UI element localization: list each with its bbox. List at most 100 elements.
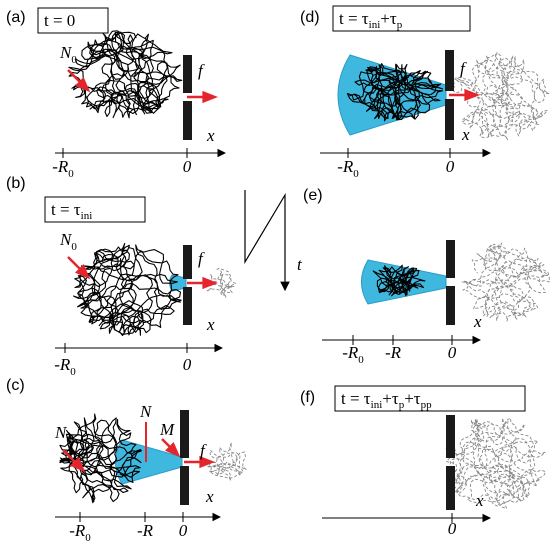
text-part: -R (54, 355, 71, 374)
text-part: 0 (183, 355, 192, 374)
panel-label: (b) (6, 175, 26, 192)
translocated-label: M (159, 420, 175, 439)
tick-label: -R (385, 343, 402, 362)
pore-wall (180, 410, 189, 458)
tick-label: 0 (448, 519, 457, 538)
red-arrow-head (70, 457, 86, 473)
text-part: t = τ (339, 9, 369, 28)
text-part: x (475, 491, 484, 510)
panel-label: (e) (303, 187, 323, 204)
text-part: pp (421, 399, 433, 411)
text-part: p (399, 399, 405, 411)
text-part: 0 (70, 366, 76, 378)
time-label: t = τini (51, 200, 92, 222)
axis-label: x (473, 312, 482, 331)
text-part: (b) (6, 175, 26, 192)
text-part: x (206, 315, 215, 334)
tick-label: -R0 (54, 355, 76, 378)
text-part: -R (52, 157, 69, 176)
text-part: N (59, 43, 73, 62)
pore-wall (180, 466, 189, 505)
time-box (44, 196, 146, 223)
tick-label: 0 (183, 157, 192, 176)
red-arrow-head (199, 455, 215, 469)
pore-wall (183, 245, 192, 279)
tick-label: -R0 (69, 521, 91, 544)
pore-wall (446, 415, 455, 458)
text-part: x (473, 312, 482, 331)
tick-label: 0 (179, 521, 188, 540)
panel-label: (d) (300, 9, 320, 26)
text-part: 0 (358, 354, 364, 366)
force-label: f (460, 59, 467, 78)
text-part: x (205, 487, 214, 506)
red-arrow-head (202, 276, 218, 290)
pore-wall (446, 240, 455, 278)
text-part: ini (81, 210, 93, 222)
pore-wall (446, 286, 455, 325)
red-arrow-head (75, 264, 91, 280)
time-box (334, 385, 526, 412)
tick-label: 0 (183, 355, 192, 374)
text-part: t = 0 (44, 11, 75, 30)
chain-label: N0 (54, 423, 72, 446)
text-part: f (198, 61, 205, 80)
text-part: +τ (380, 9, 397, 28)
translocated-chain (206, 442, 247, 482)
text-part: N (139, 402, 153, 421)
time-arrow-label: t (297, 255, 303, 274)
chain (59, 413, 142, 504)
panel-label: (c) (6, 377, 25, 394)
red-arrow-head (75, 77, 91, 93)
panel-label: (f) (300, 389, 315, 406)
chain (372, 264, 426, 297)
axis-label: x (206, 315, 215, 334)
text-part: -R (342, 343, 359, 362)
text-part: (a) (6, 9, 26, 26)
chain (68, 30, 183, 119)
text-part: p (397, 19, 403, 31)
tick-label: 0 (446, 157, 455, 176)
pore-wall (183, 101, 192, 140)
time-box (37, 7, 109, 34)
tension-front-label: N (139, 402, 153, 421)
translocated-chain (461, 242, 550, 322)
text-part: 0 (183, 157, 192, 176)
tick-label: -R0 (52, 157, 74, 180)
text-part: ini (369, 19, 381, 31)
text-part: x (461, 125, 470, 144)
translocated-chain (206, 267, 237, 298)
axis-label: x (205, 487, 214, 506)
text-part: N (59, 230, 73, 249)
text-part: 0 (448, 343, 457, 362)
text-part: (d) (300, 9, 320, 26)
time-label: t = 0 (44, 11, 75, 30)
pore-wall (445, 99, 454, 140)
text-part: N (54, 423, 68, 442)
time-label: t = τini+τp (339, 9, 403, 31)
text-part: -R (69, 521, 86, 540)
text-part: 0 (71, 241, 77, 253)
text-part: x (206, 126, 215, 145)
text-part: t = τ (51, 200, 81, 219)
text-part: t = τ (341, 389, 371, 408)
tick-label: 0 (448, 343, 457, 362)
chain-label: N0 (59, 230, 77, 253)
force-label: f (200, 441, 207, 460)
red-arrow-head (202, 90, 218, 104)
text-part: (f) (300, 389, 315, 406)
time-label: t = τini+τp+τpp (341, 389, 432, 411)
text-part: +τ (404, 389, 421, 408)
tick-label: -R (137, 521, 154, 540)
text-part: (c) (6, 377, 25, 394)
chain (72, 242, 182, 337)
text-part: M (159, 420, 175, 439)
axis-label: x (475, 491, 484, 510)
tick-label: -R0 (342, 343, 364, 366)
text-part: f (200, 441, 207, 460)
tick-label: -R0 (337, 157, 359, 180)
text-part: 0 (66, 434, 72, 446)
text-part: 0 (448, 519, 457, 538)
text-part: 0 (446, 157, 455, 176)
red-arrow-head (464, 88, 480, 102)
